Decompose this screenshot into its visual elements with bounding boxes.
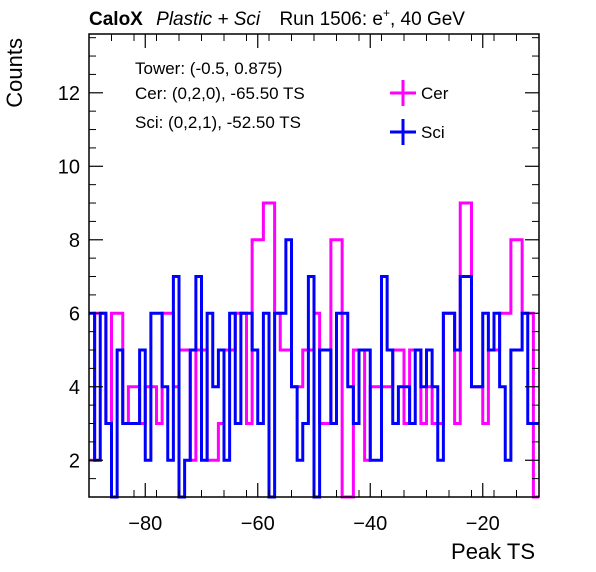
x-axis-title: Peak TS	[451, 539, 535, 564]
annotation-sci: Sci: (0,2,1), -52.50 TS	[135, 113, 301, 132]
y-tick-label: 4	[69, 377, 80, 399]
x-tick-label: −20	[466, 513, 500, 535]
series-sci-line	[89, 238, 539, 499]
header-run: Run 1506: e	[279, 9, 383, 30]
chart-header: CaloX Plastic + Sci Run 1506: e+, 40 GeV	[89, 6, 465, 30]
x-axis: −80 −60 −40 −20	[128, 34, 500, 535]
y-tick-label: 6	[69, 303, 80, 325]
x-tick-label: −40	[353, 513, 387, 535]
series-layer	[89, 201, 539, 499]
series-cer-line	[89, 201, 539, 499]
header-energy: , 40 GeV	[390, 9, 465, 30]
legend-label-cer: Cer	[421, 84, 449, 103]
y-tick-label: 12	[58, 83, 80, 105]
y-tick-label: 10	[58, 156, 80, 178]
x-tick-label: −80	[128, 513, 162, 535]
header-experiment: CaloX	[89, 9, 143, 30]
legend-label-sci: Sci	[421, 123, 445, 142]
y-axis-title: Counts	[2, 38, 27, 108]
annotation-cer: Cer: (0,2,0), -65.50 TS	[135, 84, 305, 103]
x-tick-label: −60	[241, 513, 275, 535]
y-tick-label: 8	[69, 230, 80, 252]
y-tick-label: 2	[69, 450, 80, 472]
header-run-superscript: +	[383, 6, 390, 20]
legend-entry-sci: Sci	[390, 119, 445, 145]
minor-ticks	[88, 34, 540, 497]
y-axis: 2 4 6 8 10 12	[58, 83, 539, 472]
annotation-tower: Tower: (-0.5, 0.875)	[135, 59, 282, 78]
header-detector: Plastic + Sci	[156, 9, 261, 30]
legend-entry-cer: Cer	[390, 80, 449, 106]
legend: Cer Sci	[390, 80, 449, 145]
